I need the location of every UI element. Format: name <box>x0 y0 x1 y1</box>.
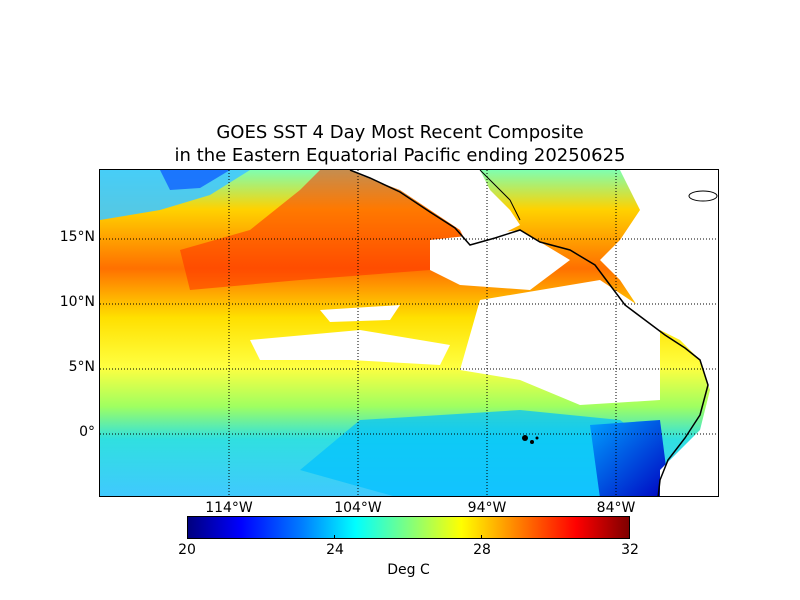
lat-label-5n: 5°N <box>68 359 95 375</box>
colorbar-label: Deg C <box>387 562 430 578</box>
colorbar <box>187 516 630 539</box>
lat-label-10n: 10°N <box>59 294 95 310</box>
land-mexico <box>350 170 520 250</box>
galapagos-island <box>522 435 528 441</box>
land-central-america <box>480 170 718 496</box>
lon-label-114w: 114°W <box>205 500 253 516</box>
colorbar-tick-32: 32 <box>621 542 639 558</box>
sst-cold-tongue <box>300 410 660 496</box>
colorbar-tickmark <box>481 535 482 539</box>
sst-cold-pool <box>590 420 670 496</box>
sst-map <box>99 169 719 497</box>
missing-data-north <box>430 230 570 290</box>
lon-label-84w: 84°W <box>596 500 636 516</box>
missing-data-band <box>250 330 450 365</box>
lon-label-104w: 104°W <box>334 500 382 516</box>
coastline <box>349 170 709 496</box>
lat-label-15n: 15°N <box>59 229 95 245</box>
colorbar-tick-24: 24 <box>326 542 344 558</box>
lon-label-94w: 94°W <box>467 500 507 516</box>
lat-label-0: 0° <box>79 424 95 440</box>
caribbean-island <box>688 190 718 202</box>
missing-data-east <box>460 280 660 405</box>
colorbar-tickmark <box>334 535 335 539</box>
map-title-line-2: in the Eastern Equatorial Pacific ending… <box>174 145 626 166</box>
sst-cool-northwest <box>100 170 250 220</box>
colorbar-tick-20: 20 <box>178 542 196 558</box>
colorbar-tick-28: 28 <box>473 542 491 558</box>
graticule <box>100 170 718 496</box>
map-title-line-1: GOES SST 4 Day Most Recent Composite <box>216 122 584 143</box>
